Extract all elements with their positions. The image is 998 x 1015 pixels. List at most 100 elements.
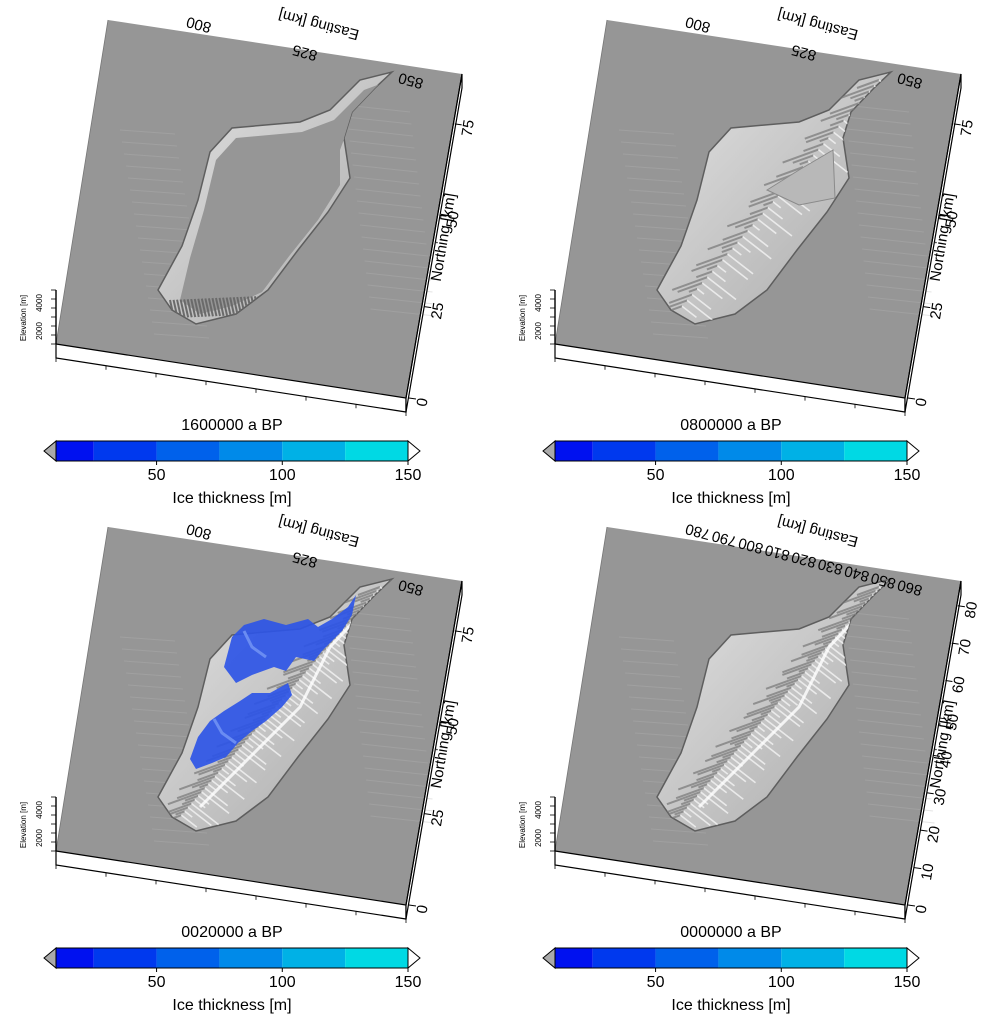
colorbar-bin: [718, 441, 782, 461]
time-label: 0000000 a BP: [680, 924, 781, 941]
colorbar-high-triangle: [906, 439, 920, 463]
colorbar-bin: [56, 948, 94, 968]
elevation-tick-label: 4000: [35, 294, 44, 312]
colorbar-tick-label: 50: [148, 974, 166, 991]
easting-tick-label: 850: [896, 69, 925, 92]
elevation-axis: Elevation [m] 2000 4000: [518, 289, 556, 345]
colorbar-tick-label: 100: [269, 974, 296, 991]
colorbar-high-triangle: [906, 946, 920, 970]
ice-thickness-colorbar: 50 100 150 Ice thickness [m]: [43, 946, 422, 1014]
colorbar-bin: [282, 948, 346, 968]
colorbar-tick-label: 150: [894, 467, 921, 484]
northing-tick-label: 50: [443, 210, 463, 229]
ice-cover: [190, 595, 356, 769]
northing-tick-label: 20: [924, 825, 944, 844]
colorbar-bin: [655, 441, 719, 461]
northing-tick-label: 75: [458, 118, 478, 137]
elevation-tick-label: 4000: [534, 801, 543, 819]
easting-tick-label: 800: [737, 534, 766, 557]
colorbar-bin: [844, 948, 907, 968]
colorbar-bin: [156, 948, 220, 968]
northing-tick-label: 60: [949, 675, 969, 694]
colorbar-bin: [592, 441, 656, 461]
colorbar-low-triangle: [542, 946, 556, 970]
time-label: 0800000 a BP: [680, 417, 781, 434]
easting-tick-label: 780: [684, 520, 713, 543]
colorbar-bin: [282, 441, 346, 461]
colorbar-tick-label: 150: [894, 974, 921, 991]
colorbar-bin: [56, 441, 94, 461]
elevation-tick-label: 2000: [534, 322, 543, 340]
colorbar-label: Ice thickness [m]: [671, 997, 790, 1014]
elevation-tick-label: 2000: [35, 829, 44, 847]
colorbar-tick-label: 100: [768, 974, 795, 991]
elevation-axis: Elevation [m] 2000 4000: [19, 796, 57, 852]
colorbar-bin: [156, 441, 220, 461]
colorbar-bin: [781, 948, 845, 968]
northing-tick-label: 50: [443, 717, 463, 736]
elevation-axis: Elevation [m] 2000 4000: [518, 796, 556, 852]
easting-axis-label: Easting [km]: [277, 6, 361, 44]
northing-tick-label: 50: [943, 713, 963, 732]
easting-tick-label: 860: [896, 576, 925, 599]
easting-tick-label: 840: [843, 562, 872, 585]
colorbar-bin: [781, 441, 845, 461]
easting-tick-label: 850: [869, 569, 898, 592]
elevation-axis-label: Elevation [m]: [518, 802, 527, 848]
northing-tick-label: 80: [962, 600, 982, 619]
northing-tick-label: 50: [942, 210, 962, 229]
colorbar-bin: [219, 441, 283, 461]
colorbar-bin: [844, 441, 907, 461]
northing-tick-label: 25: [428, 301, 448, 320]
northing-tick-label: 70: [955, 638, 975, 657]
ice-thickness-colorbar: 50 100 150 Ice thickness [m]: [542, 439, 921, 507]
panel-0000000: 0 10 20 30 40 50 60 70 80 Northing [km] 780 790 800 8…: [499, 507, 998, 1014]
colorbar-bin: [93, 948, 157, 968]
northing-tick-label: 10: [918, 862, 938, 881]
easting-axis-label: Easting [km]: [776, 6, 860, 44]
easting-tick-label: 825: [291, 41, 320, 64]
northing-tick-label: 0: [912, 397, 930, 408]
colorbar-tick-label: 150: [395, 467, 422, 484]
colorbar-low-triangle: [542, 439, 556, 463]
elevation-axis-label: Elevation [m]: [518, 295, 527, 341]
colorbar-high-triangle: [407, 439, 421, 463]
colorbar-label: Ice thickness [m]: [172, 490, 291, 507]
colorbar-tick-label: 50: [148, 467, 166, 484]
easting-tick-label: 790: [710, 527, 739, 550]
northing-tick-label: 0: [912, 904, 930, 915]
time-label: 1600000 a BP: [181, 417, 282, 434]
panel-0020000: 0 25 50 75 Northing [km] 800 825 850 Easting [km…: [0, 507, 499, 1014]
northing-tick-label: 40: [937, 750, 957, 769]
easting-tick-label: 830: [816, 555, 845, 578]
ice-thickness-colorbar: 50 100 150 Ice thickness [m]: [542, 946, 921, 1014]
elevation-tick-label: 4000: [35, 801, 44, 819]
easting-tick-label: 800: [185, 520, 214, 543]
colorbar-low-triangle: [43, 439, 57, 463]
easting-axis-label: Easting [km]: [776, 513, 860, 551]
colorbar-tick-label: 100: [269, 467, 296, 484]
easting-tick-label: 810: [763, 541, 792, 564]
easting-tick-label: 800: [185, 13, 214, 36]
island-relief: [157, 70, 395, 325]
colorbar-bin: [345, 441, 408, 461]
northing-tick-label: 75: [957, 118, 977, 137]
ice-thickness-colorbar: 50 100 150 Ice thickness [m]: [43, 439, 422, 507]
colorbar-tick-label: 150: [395, 974, 422, 991]
colorbar-tick-label: 50: [647, 974, 665, 991]
easting-tick-label: 850: [397, 69, 426, 92]
colorbar-bin: [718, 948, 782, 968]
northing-tick-label: 75: [458, 625, 478, 644]
easting-tick-label: 825: [291, 548, 320, 571]
colorbar-label: Ice thickness [m]: [172, 997, 291, 1014]
colorbar-tick-label: 100: [768, 467, 795, 484]
colorbar-low-triangle: [43, 946, 57, 970]
colorbar-bin: [555, 948, 593, 968]
elevation-axis: Elevation [m] 2000 4000: [19, 289, 57, 345]
easting-tick-label: 820: [790, 548, 819, 571]
colorbar-bin: [555, 441, 593, 461]
